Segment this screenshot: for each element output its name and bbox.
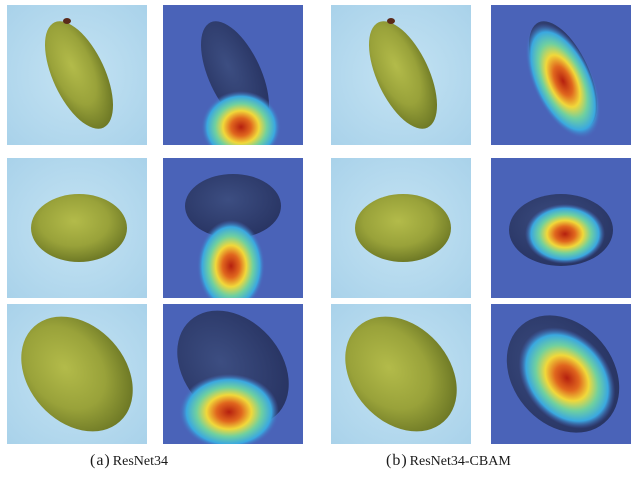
grape-photo-r2-a [7, 158, 147, 298]
grape-photo-r1-b [331, 5, 471, 145]
caption-a: (a) ResNet34 [90, 452, 168, 470]
caption-b-name: ResNet34-CBAM [409, 454, 511, 469]
heatmap-r3-resnet34 [163, 304, 303, 444]
caption-a-tag: (a) [90, 452, 111, 469]
caption-b: (b) ResNet34-CBAM [386, 452, 511, 470]
caption-b-tag: (b) [386, 452, 408, 469]
grape-photo-r3-b [331, 304, 471, 444]
heatmap-r1-resnet34 [163, 5, 303, 145]
grape-photo-r3-a [7, 304, 147, 444]
grape-photo-r1-a [7, 5, 147, 145]
heatmap-r3-resnet34-cbam [491, 304, 631, 444]
heatmap-r2-resnet34 [163, 158, 303, 298]
heatmap-r1-resnet34-cbam [491, 5, 631, 145]
grape-photo-r2-b [331, 158, 471, 298]
heatmap-r2-resnet34-cbam [491, 158, 631, 298]
caption-a-name: ResNet34 [112, 454, 168, 469]
